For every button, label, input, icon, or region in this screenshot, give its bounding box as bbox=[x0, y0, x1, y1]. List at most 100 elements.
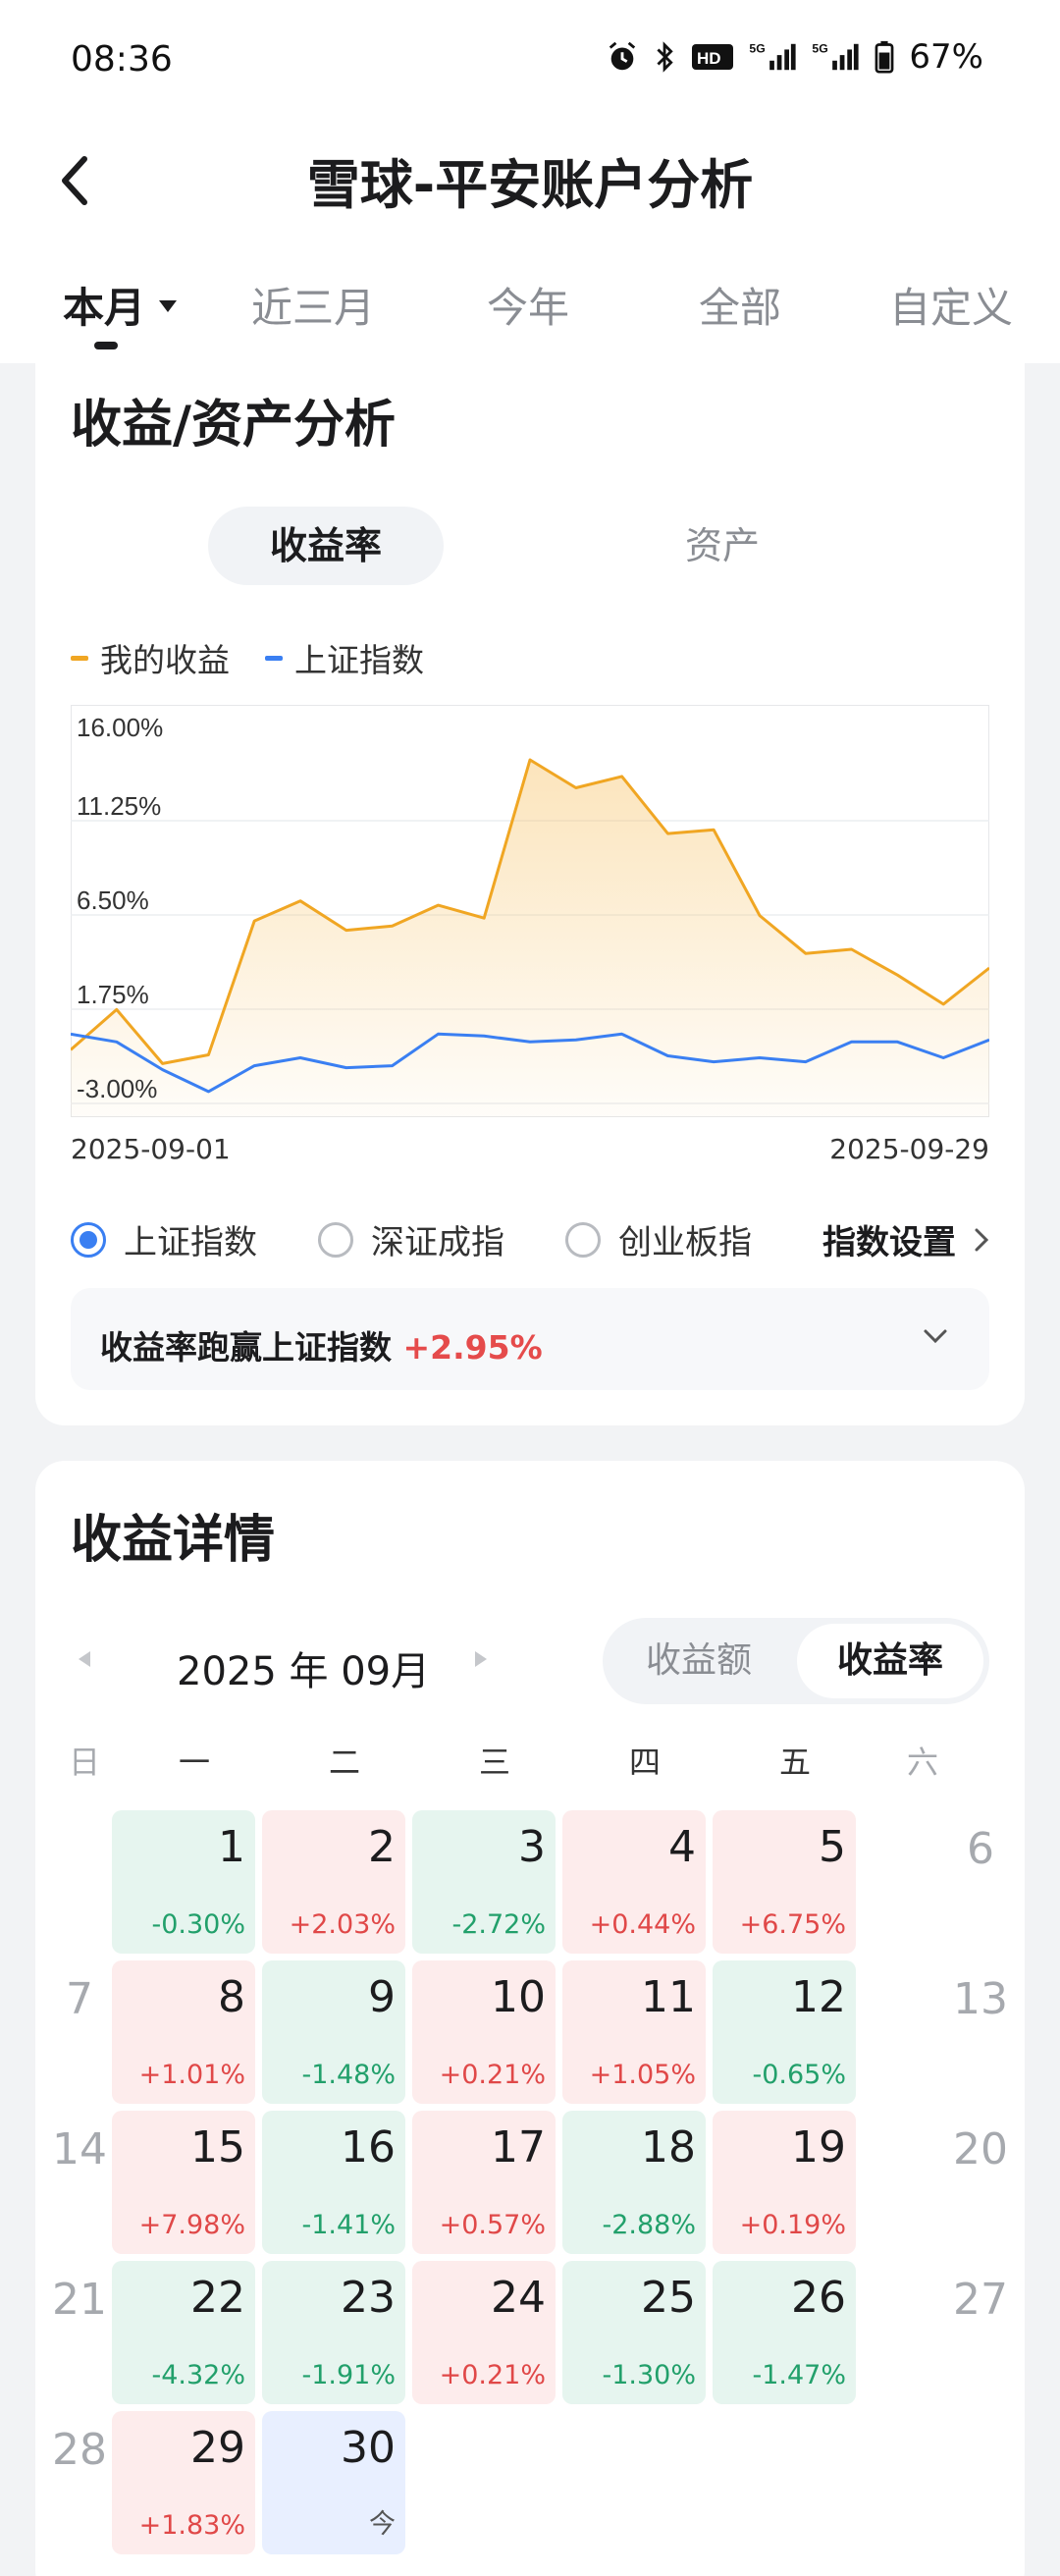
calendar-day-cell[interactable]: 15 +7.98% bbox=[112, 2111, 255, 2254]
calendar-day-number: 2 bbox=[368, 1822, 396, 1872]
radio-chinext-index[interactable]: 创业板指 bbox=[565, 1215, 752, 1263]
calendar-day-return: +1.05% bbox=[589, 2060, 696, 2090]
calendar-day-cell[interactable]: 22 -4.32% bbox=[112, 2261, 255, 2404]
calendar-day-number: 22 bbox=[190, 2273, 245, 2323]
chevron-down-icon[interactable] bbox=[921, 1321, 950, 1351]
radio-unselected-icon[interactable] bbox=[565, 1221, 601, 1258]
battery-percent: 67% bbox=[909, 37, 983, 77]
calendar-day-cell[interactable]: 8 +1.01% bbox=[112, 1960, 255, 2104]
calendar-day-number: 4 bbox=[668, 1822, 696, 1872]
return-chart[interactable]: 16.00% 11.25% 6.50% 1.75% -3.00% bbox=[71, 705, 989, 1117]
calendar-day-cell[interactable]: 18 -2.88% bbox=[562, 2111, 706, 2254]
tab-this-month[interactable]: 本月 bbox=[63, 284, 146, 332]
calendar-saturday: 13 bbox=[953, 1974, 1008, 2024]
calendar-day-return: +2.03% bbox=[289, 1909, 396, 1940]
calendar-day-cell[interactable]: 16 -1.41% bbox=[262, 2111, 405, 2254]
calendar-day-cell[interactable]: 4 +0.44% bbox=[562, 1810, 706, 1954]
calendar-day-cell[interactable]: 2 +2.03% bbox=[262, 1810, 405, 1954]
analysis-title: 收益/资产分析 bbox=[71, 396, 396, 455]
tab-this-year[interactable]: 今年 bbox=[487, 284, 570, 332]
calendar-day-return: +0.44% bbox=[589, 1909, 696, 1940]
calendar-day-number: 17 bbox=[491, 2122, 546, 2173]
calendar-day-return: -0.30% bbox=[151, 1909, 245, 1940]
index-selector: 上证指数 深证成指 创业板指 指数设置 bbox=[71, 1208, 989, 1266]
calendar-day-cell[interactable]: 25 -1.30% bbox=[562, 2261, 706, 2404]
calendar-day-return: -2.72% bbox=[451, 1909, 546, 1940]
calendar-day-return: -1.91% bbox=[301, 2360, 396, 2390]
calendar-day-cell[interactable]: 17 +0.57% bbox=[412, 2111, 556, 2254]
segment-asset-button[interactable]: 资产 bbox=[684, 524, 760, 567]
svg-text:5G: 5G bbox=[813, 41, 828, 55]
calendar-day-return: +0.19% bbox=[739, 2210, 846, 2240]
calendar-day-cell[interactable]: 23 -1.91% bbox=[262, 2261, 405, 2404]
beats-value: +2.95% bbox=[402, 1328, 543, 1367]
calendar-day-number: 3 bbox=[518, 1822, 546, 1872]
legend-label: 上证指数 bbox=[294, 641, 424, 679]
calendar-day-cell[interactable]: 19 +0.19% bbox=[713, 2111, 856, 2254]
calendar-day-cell[interactable]: 11 +1.05% bbox=[562, 1960, 706, 2104]
calendar-day-return: -1.41% bbox=[301, 2210, 396, 2240]
calendar-day-number: 8 bbox=[218, 1972, 245, 2022]
prev-month-icon[interactable] bbox=[79, 1651, 90, 1667]
calendar-day-return: +6.75% bbox=[739, 1909, 846, 1940]
hd-icon: HD bbox=[692, 44, 734, 70]
chevron-right-icon bbox=[975, 1228, 989, 1251]
calendar-day-number: 29 bbox=[190, 2423, 245, 2473]
radio-selected-icon[interactable] bbox=[71, 1221, 106, 1258]
y-tick-label: 1.75% bbox=[77, 980, 149, 1009]
tab-all[interactable]: 全部 bbox=[699, 284, 782, 332]
calendar-day-cell[interactable]: 12 -0.65% bbox=[713, 1960, 856, 2104]
y-tick-label: 6.50% bbox=[77, 886, 149, 915]
radio-unselected-icon[interactable] bbox=[318, 1221, 353, 1258]
alarm-icon bbox=[610, 41, 636, 71]
calendar-day-cell[interactable]: 5 +6.75% bbox=[713, 1810, 856, 1954]
beats-text: 收益率跑赢上证指数 +2.95% bbox=[100, 1321, 543, 1368]
y-tick-label: -3.00% bbox=[77, 1074, 157, 1103]
y-tick-label: 16.00% bbox=[77, 713, 163, 742]
calendar-day-number: 25 bbox=[641, 2273, 696, 2323]
dropdown-caret-icon[interactable] bbox=[159, 300, 177, 312]
svg-text:5G: 5G bbox=[750, 41, 766, 55]
calendar-day-cell[interactable]: 10 +0.21% bbox=[412, 1960, 556, 2104]
calendar-day-cell[interactable]: 3 -2.72% bbox=[412, 1810, 556, 1954]
svg-text:HD: HD bbox=[697, 49, 721, 68]
toggle-amount-button[interactable]: 收益额 bbox=[645, 1640, 752, 1681]
calendar-day-return: -1.47% bbox=[752, 2360, 846, 2390]
page-title: 雪球-平安账户分析 bbox=[306, 154, 754, 216]
bluetooth-icon bbox=[657, 41, 674, 73]
next-month-icon[interactable] bbox=[475, 1651, 487, 1667]
calendar-day-cell[interactable]: 30 今 bbox=[262, 2411, 405, 2554]
detail-card: 收益详情 2025 年 09月 收益额 收益率 日 一 二 三 四 五 六 6 1… bbox=[35, 1461, 1025, 2576]
legend-shanghai-index: 上证指数 bbox=[265, 634, 424, 681]
tab-custom[interactable]: 自定义 bbox=[889, 284, 1014, 332]
calendar-day-cell[interactable]: 26 -1.47% bbox=[713, 2261, 856, 2404]
tab-active-indicator bbox=[94, 342, 118, 349]
radio-shanghai-index[interactable]: 上证指数 bbox=[71, 1215, 257, 1263]
calendar-day-cell[interactable]: 29 +1.83% bbox=[112, 2411, 255, 2554]
radio-shenzhen-index[interactable]: 深证成指 bbox=[318, 1215, 504, 1263]
beats-index-banner[interactable]: 收益率跑赢上证指数 +2.95% bbox=[71, 1288, 989, 1390]
calendar-saturday: 20 bbox=[953, 2124, 1008, 2174]
legend-label: 我的收益 bbox=[100, 641, 230, 679]
x-axis-end-label: 2025-09-29 bbox=[829, 1133, 989, 1165]
month-selector: 2025 年 09月 收益额 收益率 bbox=[71, 1618, 989, 1716]
calendar-sunday: 21 bbox=[52, 2275, 107, 2325]
calendar-day-return: -0.65% bbox=[752, 2060, 846, 2090]
calendar-day-return: +7.98% bbox=[138, 2210, 245, 2240]
weekday-mon: 一 bbox=[178, 1744, 210, 1781]
back-arrow-icon[interactable] bbox=[43, 145, 112, 214]
index-settings-button[interactable]: 指数设置 bbox=[822, 1215, 989, 1263]
weekday-header: 日 一 二 三 四 五 六 bbox=[35, 1738, 1025, 1797]
tab-last-three-months[interactable]: 近三月 bbox=[251, 284, 376, 332]
calendar-day-cell[interactable]: 1 -0.30% bbox=[112, 1810, 255, 1954]
calendar-day-number: 19 bbox=[791, 2122, 846, 2173]
weekday-sat: 六 bbox=[906, 1744, 938, 1781]
calendar-saturday: 27 bbox=[953, 2275, 1008, 2325]
segment-yield-button[interactable]: 收益率 bbox=[208, 507, 444, 585]
detail-title: 收益详情 bbox=[71, 1511, 276, 1570]
calendar-day-cell[interactable]: 9 -1.48% bbox=[262, 1960, 405, 2104]
calendar-day-cell[interactable]: 24 +0.21% bbox=[412, 2261, 556, 2404]
calendar-day-return: 今 bbox=[369, 2509, 396, 2540]
toggle-rate-button[interactable]: 收益率 bbox=[797, 1624, 983, 1698]
calendar-day-number: 18 bbox=[641, 2122, 696, 2173]
